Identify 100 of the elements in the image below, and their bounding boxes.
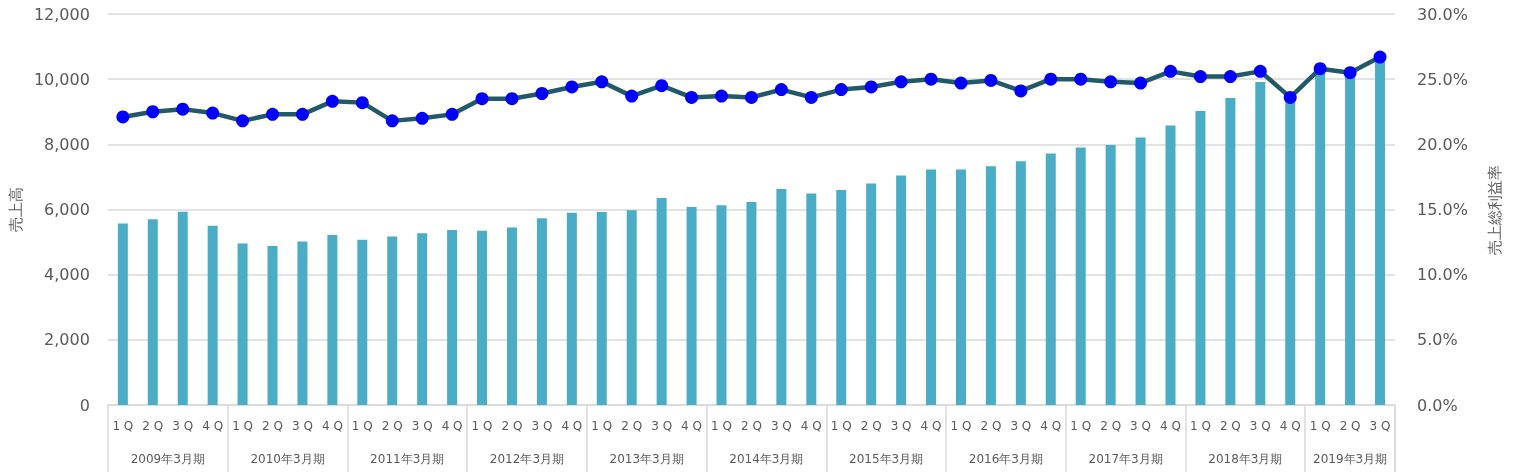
point — [1283, 90, 1297, 104]
y-tick-label: 12,000 — [33, 4, 90, 24]
y-tick-label: 0 — [79, 395, 90, 415]
y2-tick-label: 25.0% — [1417, 69, 1468, 89]
x-tick-label: 4 Q — [321, 419, 343, 433]
x-tick-label: 3 Q — [172, 419, 194, 433]
y2-tick-label: 20.0% — [1417, 134, 1468, 154]
point — [1074, 72, 1088, 86]
x-tick-label: 4 Q — [1160, 419, 1181, 433]
text: 2012年3月期 — [489, 452, 565, 466]
bar — [1345, 75, 1356, 405]
x-tick-label: 1 Q — [950, 419, 972, 433]
point — [744, 90, 758, 104]
text: 2014年3月期 — [729, 452, 804, 466]
bar — [417, 233, 428, 405]
point — [864, 80, 878, 94]
x-tick-label: 1 Q — [1189, 419, 1211, 433]
x-tick-label: 1 Q — [591, 419, 613, 433]
y-tick-label: 4,000 — [44, 265, 90, 285]
bar — [746, 202, 757, 405]
x-tick-label: 2 Q — [980, 419, 1002, 433]
point — [625, 89, 639, 103]
x-tick-label: 2 Q — [621, 419, 643, 433]
text: 2010年3月期 — [250, 452, 325, 466]
x-tick-label: 3 Q — [770, 419, 792, 433]
bar — [267, 245, 278, 405]
x-tick-label: 1 Q — [112, 419, 134, 433]
x-tick-label: 4 Q — [800, 419, 822, 433]
bar — [1135, 137, 1146, 405]
point — [1373, 50, 1387, 64]
bar — [806, 193, 817, 405]
bar — [1375, 59, 1386, 405]
x-tick-label: 4 Q — [920, 419, 942, 433]
bar — [357, 239, 368, 405]
point — [1104, 75, 1118, 89]
bar — [1105, 144, 1116, 405]
point — [415, 111, 429, 125]
text: 2013年3月期 — [609, 452, 684, 466]
point — [595, 75, 609, 89]
y2-tick-label: 0.0% — [1417, 395, 1458, 415]
point — [1253, 64, 1267, 78]
bar — [506, 227, 517, 405]
point — [236, 114, 250, 128]
x-tick-label: 3 Q — [651, 419, 673, 433]
point — [984, 73, 998, 87]
bar — [477, 230, 488, 405]
text: 2009年3月期 — [130, 452, 205, 466]
x-tick-label: 1 Q — [232, 419, 254, 433]
y2-tick-label: 30.0% — [1417, 4, 1468, 24]
point — [804, 90, 818, 104]
x-tick-label: 2 Q — [381, 419, 403, 433]
x-tick-label: 2 Q — [262, 419, 283, 433]
x-tick-label: 2 Q — [501, 419, 523, 433]
bar — [566, 212, 577, 405]
text: 2015年3月期 — [849, 452, 924, 466]
x-tick-label: 3 Q — [1130, 419, 1152, 433]
point — [266, 107, 280, 121]
point — [774, 83, 788, 97]
bar — [1255, 82, 1266, 405]
point — [295, 107, 309, 121]
x-tick-label: 2 Q — [860, 419, 882, 433]
x-tick-label: 4 Q — [1040, 419, 1062, 433]
y-axis-title: 売上高 — [6, 187, 25, 232]
point — [445, 107, 459, 121]
point — [1134, 76, 1148, 90]
bar — [656, 198, 667, 405]
bar — [836, 189, 847, 405]
x-tick-label: 2 Q — [740, 419, 762, 433]
bar — [207, 225, 218, 405]
point — [924, 72, 938, 86]
bar — [955, 169, 966, 405]
point — [325, 94, 339, 108]
bar — [596, 212, 607, 405]
bar — [716, 205, 727, 405]
y2-tick-label: 5.0% — [1417, 330, 1458, 350]
x-tick-label: 3 Q — [890, 419, 912, 433]
point — [1343, 66, 1357, 80]
y-tick-label: 10,000 — [33, 69, 90, 89]
text: 2019年3月期 — [1313, 452, 1388, 466]
x-tick-label: 1 Q — [1309, 419, 1331, 433]
x-tick-label: 4 Q — [441, 419, 463, 433]
point — [1193, 70, 1207, 84]
point — [954, 76, 968, 90]
x-tick-label: 1 Q — [351, 419, 373, 433]
bar — [1195, 111, 1206, 405]
y-tick-label: 8,000 — [44, 134, 90, 154]
bar — [327, 234, 338, 405]
point — [505, 92, 519, 106]
y2-axis-title: 売上総利益率 — [1485, 164, 1504, 255]
x-tick-label: 3 Q — [531, 419, 553, 433]
bar — [1225, 98, 1236, 405]
text: 2018年3月期 — [1208, 452, 1283, 466]
point — [834, 83, 848, 97]
x-tick-label: 3 Q — [1249, 419, 1271, 433]
x-tick-label: 3 Q — [1369, 419, 1391, 433]
bar — [177, 211, 188, 405]
bar — [387, 236, 398, 405]
x-tick-label: 3 Q — [1010, 419, 1032, 433]
bar — [1015, 161, 1026, 405]
bar — [926, 169, 937, 405]
